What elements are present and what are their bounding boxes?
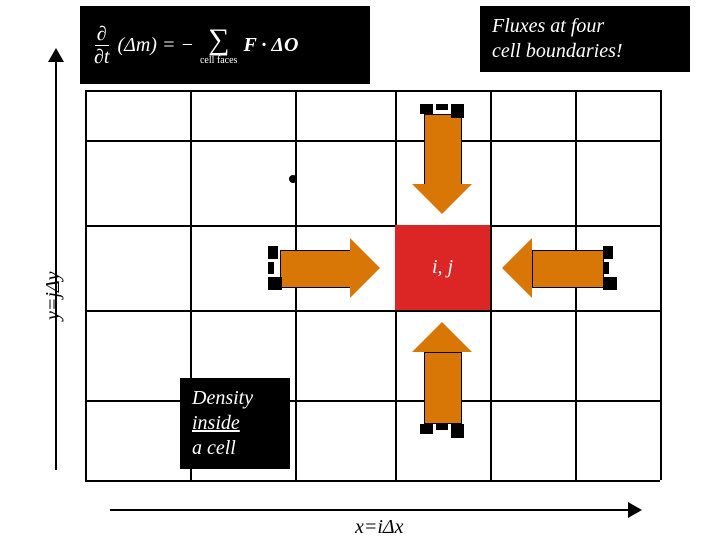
eq-after-frac: (Δm) = − <box>117 34 194 57</box>
flux-bottom-shaft <box>424 352 462 424</box>
x-axis-text: x=iΔx <box>355 516 404 538</box>
fluxes-box: Fluxes at four cell boundaries! <box>480 6 690 72</box>
x-axis-label: x=iΔx <box>355 516 404 539</box>
grid-hline <box>85 140 660 142</box>
y-axis-line <box>55 60 57 470</box>
grid-hline <box>85 225 660 227</box>
diagram-canvas: y=jΔy x=iΔx i, j ∂ ∂t (Δm) = − ∑ cell fa… <box>0 0 720 540</box>
grid-vline <box>85 90 87 480</box>
grid-hline <box>85 310 660 312</box>
tick-decoration <box>603 246 617 290</box>
sigma-icon: ∑ <box>208 25 229 55</box>
y-axis-label: y=jΔy <box>42 271 65 320</box>
density-line1: Density <box>192 386 278 411</box>
dot-marker <box>289 175 297 183</box>
density-line2: inside <box>192 411 278 436</box>
eq-sum: ∑ cell faces <box>200 25 237 66</box>
flux-left-shaft <box>280 250 352 288</box>
flux-bottom-head <box>412 322 472 352</box>
equation-box: ∂ ∂t (Δm) = − ∑ cell faces F · ΔO <box>80 6 370 84</box>
density-line3: a cell <box>192 436 278 461</box>
grid-hline <box>85 480 660 482</box>
tick-decoration <box>420 424 464 438</box>
y-axis-text: y=jΔy <box>42 271 64 320</box>
x-axis-arrowhead <box>628 502 642 518</box>
flux-top-shaft <box>424 114 462 186</box>
flux-right-shaft <box>532 250 604 288</box>
y-axis-arrowhead <box>48 48 64 62</box>
grid-hline <box>85 90 660 92</box>
eq-sum-sub: cell faces <box>200 55 237 66</box>
grid-vline <box>660 90 662 480</box>
density-box: Density inside a cell <box>180 378 290 469</box>
eq-frac-num: ∂ <box>95 23 109 46</box>
x-axis-line <box>110 509 630 511</box>
flux-left-head <box>350 238 380 298</box>
tick-decoration <box>268 246 282 290</box>
grid-vline <box>490 90 492 480</box>
grid-hline <box>85 400 660 402</box>
cell-label-text: i, j <box>432 256 453 278</box>
fluxes-line1: Fluxes at four <box>492 14 678 39</box>
tick-decoration <box>420 104 464 118</box>
flux-right-head <box>502 238 532 298</box>
eq-fraction: ∂ ∂t <box>92 23 111 68</box>
eq-frac-den: ∂t <box>92 46 111 68</box>
fluxes-line2: cell boundaries! <box>492 39 678 64</box>
flux-top-head <box>412 184 472 214</box>
cell-label: i, j <box>395 256 490 279</box>
eq-rhs: F · ΔO <box>243 34 298 57</box>
